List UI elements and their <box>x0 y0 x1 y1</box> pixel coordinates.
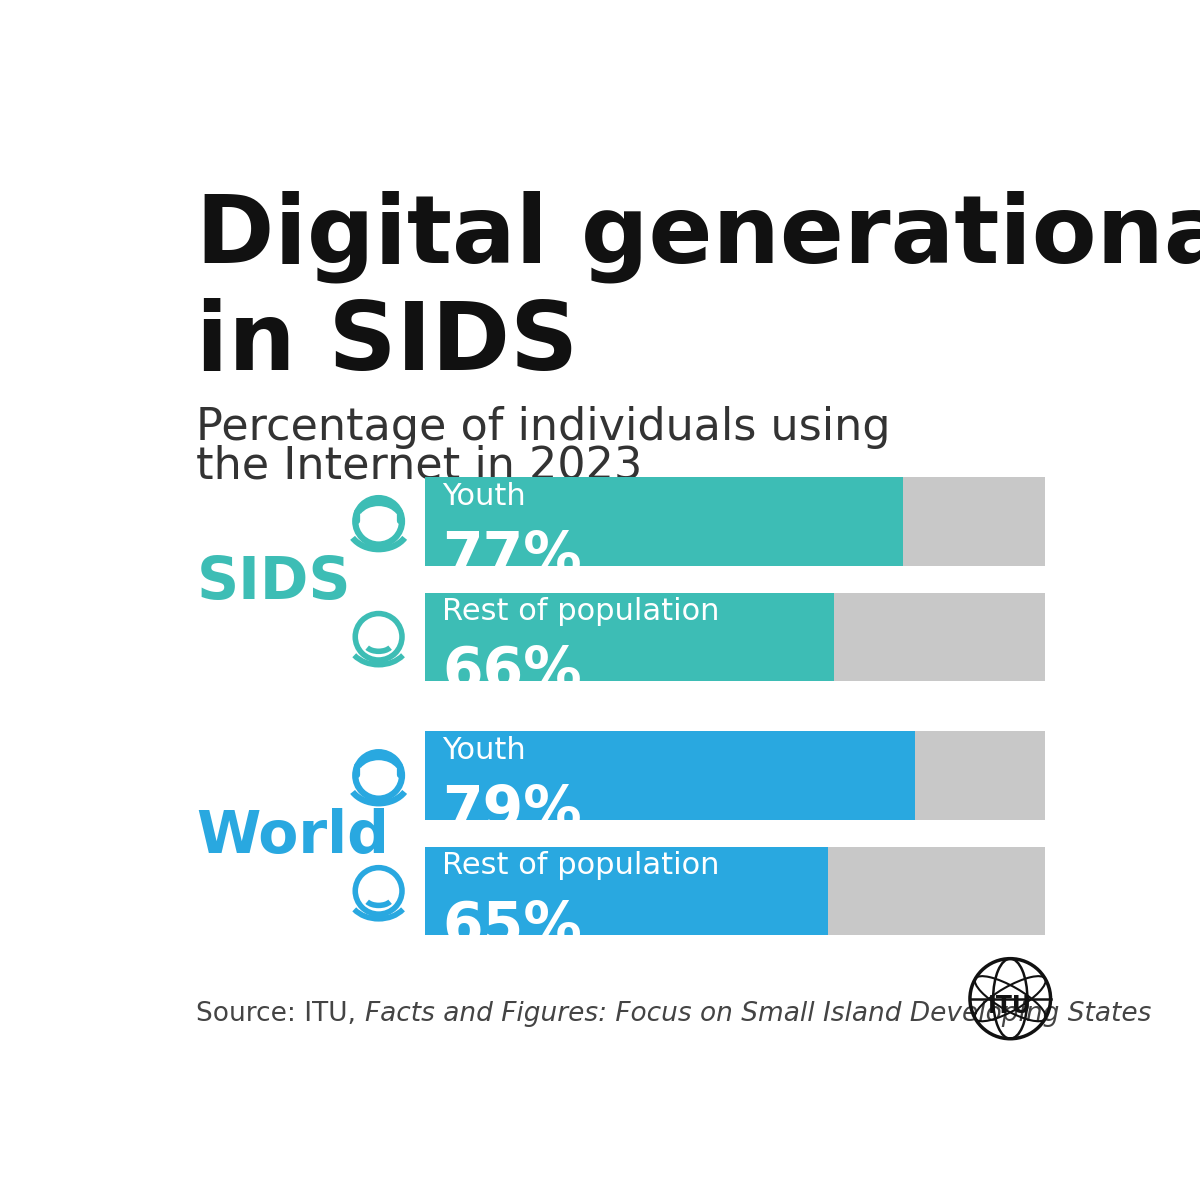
Text: Youth: Youth <box>442 736 526 764</box>
Text: 77%: 77% <box>442 529 582 586</box>
Text: ITU: ITU <box>989 995 1032 1019</box>
Text: Digital generational gap: Digital generational gap <box>197 190 1200 283</box>
Text: World: World <box>197 809 389 865</box>
Text: SIDS: SIDS <box>197 554 352 611</box>
Bar <box>828 847 1045 935</box>
Bar <box>902 478 1045 565</box>
Text: in SIDS: in SIDS <box>197 298 578 390</box>
Text: Youth: Youth <box>442 481 526 510</box>
Text: Percentage of individuals using: Percentage of individuals using <box>197 406 890 449</box>
Text: Rest of population: Rest of population <box>442 851 720 880</box>
Text: Source: ITU,: Source: ITU, <box>197 1001 365 1027</box>
Text: 66%: 66% <box>442 644 582 702</box>
Bar <box>425 847 828 935</box>
Text: the Internet in 2023: the Internet in 2023 <box>197 444 643 487</box>
Text: Facts and Figures: Focus on Small Island Developing States: Facts and Figures: Focus on Small Island… <box>365 1001 1151 1027</box>
Text: Rest of population: Rest of population <box>442 598 720 626</box>
Text: 65%: 65% <box>442 899 582 955</box>
Bar <box>914 731 1045 820</box>
Text: 79%: 79% <box>442 784 582 840</box>
Bar <box>425 593 834 682</box>
Bar <box>425 478 902 565</box>
Bar <box>834 593 1045 682</box>
Bar <box>425 731 914 820</box>
